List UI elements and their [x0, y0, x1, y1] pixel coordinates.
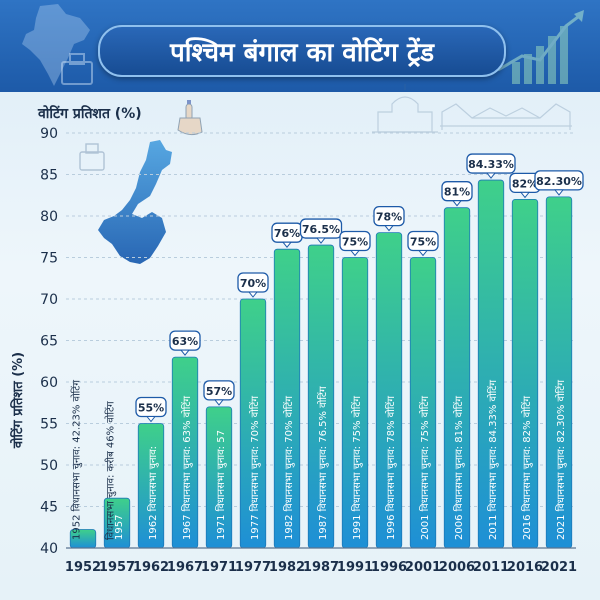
value-label: 55%	[138, 402, 164, 415]
x-tick-label: 1962	[133, 560, 169, 575]
victoria-memorial-icon	[372, 84, 438, 133]
y-tick-label: 75	[40, 251, 58, 267]
banner-decor	[22, 4, 584, 86]
value-label-pointer	[383, 225, 395, 232]
value-label-pointer	[485, 172, 497, 179]
y-tick-label: 90	[40, 126, 58, 142]
bar-annotation: 1996 विधानसभा चुनाव: 78% वोटिंग	[385, 396, 397, 540]
bar-annotation: 1982 विधानसभा चुनाव: 70% वोटिंग	[283, 396, 295, 540]
x-axis: 1952195719621967197119771982198719911996…	[65, 547, 577, 575]
value-label: 57%	[206, 385, 232, 398]
value-label: 78%	[376, 211, 402, 224]
x-tick-label: 1991	[337, 560, 373, 575]
value-labels: 55%63%57%70%76% 76.5%75%78%75%81%84.33%82…	[135, 153, 584, 423]
value-label: 63%	[172, 335, 198, 348]
value-label-pointer	[213, 399, 225, 406]
value-label-pointer	[281, 241, 293, 249]
x-tick-label: 1971	[201, 560, 237, 575]
ballot-box-icon	[61, 53, 93, 85]
value-label: 70%	[240, 277, 266, 290]
bar-annotation: 1977 विधानसभा चुनाव: 70% वोटिंग	[249, 396, 261, 540]
value-label-pointer	[519, 191, 531, 199]
value-label: 82%	[512, 177, 538, 190]
value-label: 75%	[410, 236, 436, 249]
value-label-pointer	[451, 200, 463, 207]
value-label-pointer	[349, 250, 361, 257]
y-tick-label: 60	[40, 375, 58, 391]
x-tick-label: 1957	[99, 560, 135, 575]
bar-annotation: 2016 विधानसभा चुनाव: 82% वोटिंग	[521, 396, 533, 540]
y-tick-label: 65	[40, 334, 58, 350]
ballot-box-icon	[79, 143, 105, 171]
value-label-pointer	[145, 416, 157, 423]
bar-annotation: 1987 विधानसभा चुनाव: 76.5% वोटिंग	[317, 386, 329, 540]
x-tick-label: 2001	[405, 560, 441, 575]
bar-annotation: 2006 विधानसभा चुनाव: 81% वोटिंग	[453, 396, 465, 540]
y-tick-label: 40	[40, 541, 58, 557]
bar-annotation: 2001 विधानसभा चुनाव: 75% वोटिंग	[419, 396, 431, 540]
bars: 1952 विधानसभा चुनाव: 42.23% वोटिंग विधानस…	[69, 179, 573, 549]
voting-finger-icon	[177, 100, 203, 136]
value-label: 81%	[444, 186, 470, 199]
y-axis-label: वोटिंग प्रतिशत (%)	[9, 352, 26, 449]
value-label: 82.30%	[536, 175, 582, 188]
bar-annotation: 1952 विधानसभा चुनाव: 42.23% वोटिंग	[70, 380, 82, 540]
chart-title: पश्चिम बंगाल का वोटिंग ट्रेंड	[169, 38, 435, 68]
x-tick-label: 2021	[541, 560, 577, 575]
x-tick-label: 2006	[439, 560, 475, 575]
bar-annotation: 1967 विधानसभा चुनाव: 63% वोटिंग	[181, 396, 193, 540]
y-tick-label: 50	[40, 458, 58, 474]
value-label-pointer	[417, 250, 429, 257]
west-bengal-map-icon	[98, 140, 172, 264]
y-tick-label: 55	[40, 417, 58, 433]
growth-arrow-icon	[497, 10, 584, 84]
header-banner: पश्चिम बंगाल का वोटिंग ट्रेंड	[0, 0, 600, 92]
value-label: 76%	[274, 227, 300, 240]
y-axis: 40 45 50 55 60 65 70 75 80 85 90	[40, 126, 58, 557]
x-tick-label: 2016	[507, 560, 543, 575]
value-label-pointer	[315, 237, 327, 244]
x-tick-label: 1977	[235, 560, 271, 575]
bar-annotation: 2011 विधानसभा चुनाव: 84.33% वोटिंग	[487, 380, 499, 540]
x-tick-label: 1967	[167, 560, 203, 575]
value-label: 75%	[342, 236, 368, 249]
value-label: 76.5%	[302, 223, 340, 236]
y-tick-label: 80	[40, 209, 58, 225]
value-label-pointer	[179, 349, 191, 356]
bar-year-label: 1957	[114, 515, 125, 540]
bar-annotation: 1962 विधानसभा चुनाव:	[147, 446, 159, 540]
value-label-pointer	[247, 291, 259, 298]
x-tick-label: 1987	[303, 560, 339, 575]
bar-annotation: 1991 विधानसभा चुनाव: 75% वोटिंग	[351, 396, 363, 540]
title-pill: पश्चिम बंगाल का वोटिंग ट्रेंड	[98, 25, 506, 77]
value-label-pointer	[553, 189, 565, 196]
x-tick-label: 2011	[473, 560, 509, 575]
x-tick-label: 1982	[269, 560, 305, 575]
y-tick-label: 70	[40, 292, 58, 308]
howrah-bridge-icon	[440, 103, 572, 130]
bar-annotation: 1971 विधानसभा चुनाव: 57	[215, 430, 227, 540]
x-tick-label: 1996	[371, 560, 407, 575]
y-tick-label: 85	[40, 168, 58, 184]
india-map-icon	[22, 4, 90, 86]
bar-annotation: 2021 विधानसभा चुनाव: 82.30% वोटिंग	[555, 380, 567, 540]
bar-annotation: विधानसभा चुनाव: करीब 46% वोटिंग	[104, 401, 116, 540]
x-tick-label: 1952	[65, 560, 101, 575]
y-tick-label: 45	[40, 500, 58, 516]
value-label: 84.33%	[468, 158, 514, 171]
top-axis-label: वोटिंग प्रतिशत (%)	[37, 105, 142, 122]
